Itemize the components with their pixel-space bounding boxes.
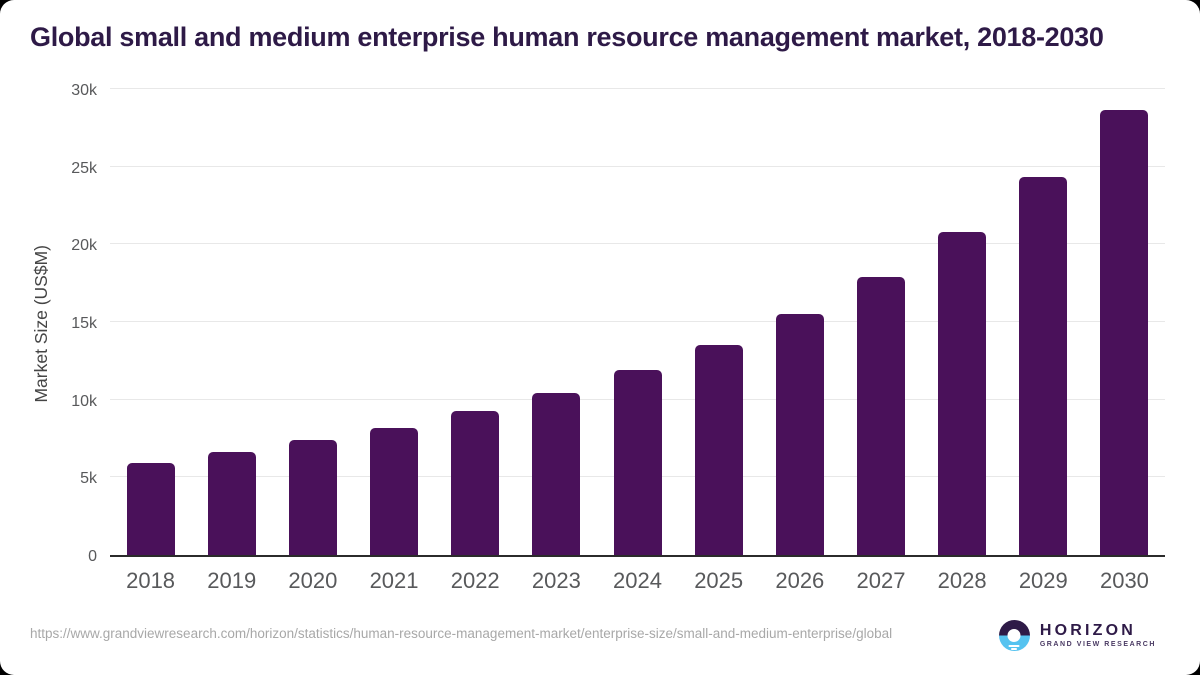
x-tick-label-2027: 2027 [856, 568, 906, 593]
bar-slot-2027: 2027 [840, 91, 921, 593]
bar-2021[interactable] [370, 427, 419, 555]
bar-2028[interactable] [938, 231, 987, 555]
bar-slot-2028: 2028 [922, 91, 1003, 593]
x-tick-label-2024: 2024 [613, 568, 662, 593]
bar-slot-2022: 2022 [435, 91, 516, 593]
x-tick-label-2021: 2021 [369, 568, 419, 593]
bar-slot-2024: 2024 [597, 91, 678, 593]
x-tick-label-2019: 2019 [207, 568, 257, 593]
bar-row: 2018 2019 2020 2021 2022 2023 2024 2025 2026 2027… [110, 91, 1165, 593]
bar-slot-2030: 2030 [1084, 91, 1165, 593]
gridline [110, 321, 1165, 322]
x-tick-label-2025: 2025 [694, 568, 744, 593]
bar-slot-2025: 2025 [678, 91, 759, 593]
logo-name: HORIZON [1039, 622, 1136, 639]
bar-slot-2020: 2020 [272, 91, 353, 593]
x-tick-label-2023: 2023 [531, 568, 581, 593]
y-tick-label: 5k [80, 470, 97, 488]
wave-icon [1008, 644, 1020, 647]
y-tick-label: 15k [71, 315, 97, 332]
bar-2020[interactable] [288, 440, 337, 555]
y-tick-label: 25k [71, 159, 97, 177]
gridline [110, 88, 1165, 89]
x-tick-label-2028: 2028 [937, 568, 987, 593]
y-tick-label: 10k [71, 392, 97, 410]
bar-2027[interactable] [856, 276, 905, 555]
logo-text: HORIZON GRAND VIEW RESEARCH [1040, 622, 1156, 649]
horizon-logo[interactable]: HORIZON GRAND VIEW RESEARCH [998, 620, 1156, 651]
bar-2023[interactable] [532, 392, 581, 555]
y-tick-label: 20k [71, 237, 97, 255]
bar-slot-2018: 2018 [110, 91, 191, 593]
bar-2025[interactable] [694, 344, 743, 555]
bar-slot-2023: 2023 [516, 91, 597, 593]
plot-area: 2018 2019 2020 2021 2022 2023 2024 2025 2026 2027… [110, 88, 1165, 593]
bar-slot-2019: 2019 [191, 91, 272, 593]
y-tick-label: 0 [88, 548, 97, 565]
x-tick-label-2018: 2018 [126, 568, 176, 593]
sun-icon [1007, 629, 1021, 642]
y-axis-ticks: 0 5k 10k 15k 20k 25k 30k [0, 82, 100, 565]
bar-slot-2021: 2021 [353, 91, 434, 593]
y-tick-label: 30k [71, 82, 97, 99]
bar-slot-2026: 2026 [759, 91, 840, 593]
x-tick-label-2022: 2022 [450, 568, 500, 593]
bar-2026[interactable] [775, 314, 824, 555]
bar-slot-2029: 2029 [1003, 91, 1084, 593]
source-url: https://www.grandviewresearch.com/horizo… [30, 626, 893, 641]
bar-2024[interactable] [613, 370, 662, 555]
bar-2018[interactable] [126, 463, 175, 555]
bar-2019[interactable] [207, 452, 256, 555]
wave-icon [1011, 648, 1018, 650]
x-tick-label-2029: 2029 [1018, 568, 1068, 593]
gridline [110, 165, 1165, 167]
x-tick-label-2026: 2026 [775, 568, 825, 593]
logo-subtitle: GRAND VIEW RESEARCH [1039, 641, 1156, 648]
x-tick-label-2020: 2020 [288, 568, 338, 593]
bar-2022[interactable] [451, 410, 500, 555]
bar-2029[interactable] [1019, 176, 1068, 555]
gridline [110, 243, 1165, 245]
horizon-logo-icon [998, 620, 1030, 651]
x-tick-label-2030: 2030 [1099, 568, 1149, 593]
bar-2030[interactable] [1100, 109, 1149, 555]
chart-title: Global small and medium enterprise human… [30, 22, 1104, 52]
